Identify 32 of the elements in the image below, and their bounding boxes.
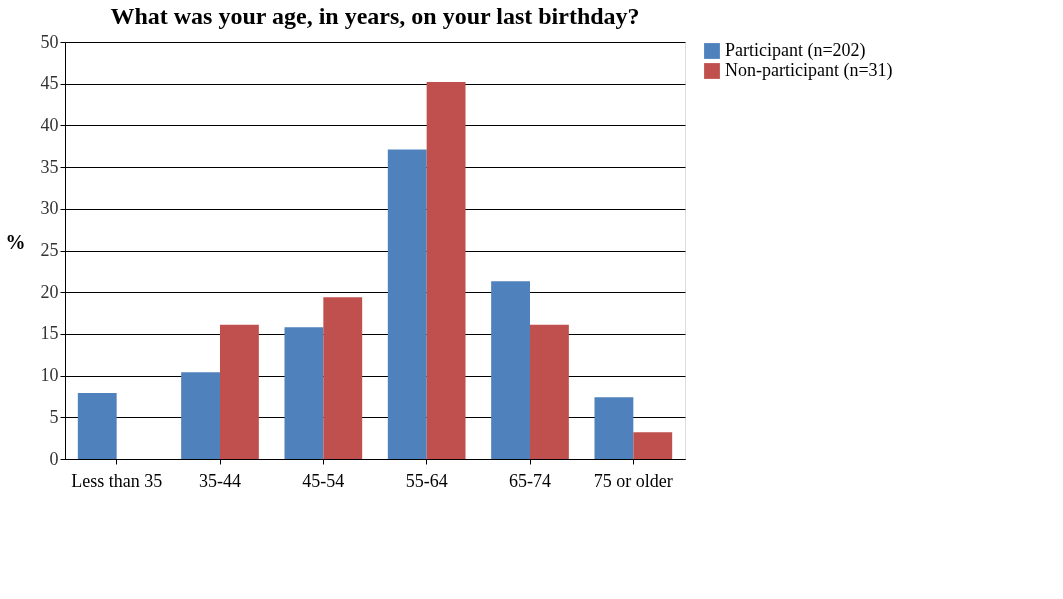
bar bbox=[220, 324, 259, 459]
y-tick-label: 45 bbox=[40, 73, 59, 94]
bar bbox=[387, 149, 427, 459]
x-tick-label: 65-74 bbox=[509, 470, 551, 491]
x-tick-label: 35-44 bbox=[199, 470, 241, 491]
bar bbox=[323, 297, 363, 459]
bar bbox=[426, 82, 466, 459]
y-axis-title: % bbox=[5, 230, 26, 253]
y-tick-label: 20 bbox=[40, 281, 59, 302]
x-tick-label: 45-54 bbox=[302, 470, 345, 491]
legend-label: Non-participant (n=31) bbox=[725, 60, 893, 81]
y-tick-label: 30 bbox=[40, 198, 59, 219]
y-tick-label: 10 bbox=[40, 365, 59, 386]
bar bbox=[491, 281, 530, 459]
y-tick-label: 35 bbox=[40, 156, 59, 177]
x-tick-label: 75 or older bbox=[593, 470, 673, 491]
x-tick-label: 55-64 bbox=[405, 470, 448, 491]
chart-title: What was your age, in years, on your last birthday? bbox=[110, 3, 640, 29]
y-tick-label: 0 bbox=[49, 448, 59, 469]
x-tick-label: Less than 35 bbox=[71, 470, 163, 491]
bar bbox=[181, 372, 220, 459]
bar bbox=[530, 324, 569, 459]
y-tick-label: 40 bbox=[40, 114, 59, 135]
y-tick-label: 15 bbox=[40, 323, 59, 344]
bar bbox=[633, 432, 673, 459]
legend-label: Participant (n=202) bbox=[725, 40, 866, 61]
y-tick-label: 25 bbox=[40, 240, 59, 260]
bar bbox=[77, 393, 117, 459]
y-tick-label: 5 bbox=[49, 406, 59, 427]
y-tick-label: 50 bbox=[40, 31, 59, 52]
bar bbox=[594, 397, 634, 459]
bar bbox=[284, 327, 324, 459]
